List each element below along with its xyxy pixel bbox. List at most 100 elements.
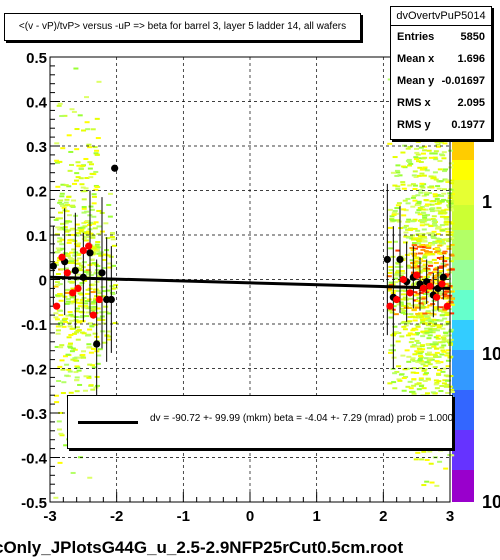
density-cell	[437, 290, 443, 293]
density-cell	[437, 341, 443, 344]
density-cell	[55, 325, 61, 328]
density-cell	[88, 306, 94, 309]
density-cell	[432, 328, 438, 331]
density-cell	[418, 367, 424, 370]
density-cell	[391, 305, 397, 308]
density-cell	[441, 350, 447, 353]
density-cell	[394, 207, 400, 210]
density-cell	[86, 298, 92, 301]
density-cell	[449, 199, 455, 202]
stats-value: 1.696	[457, 53, 485, 65]
density-cell	[400, 298, 406, 301]
density-cell	[401, 214, 407, 217]
density-cell	[76, 232, 82, 235]
density-cell	[424, 315, 430, 318]
density-cell	[434, 319, 440, 322]
density-cell	[422, 373, 428, 376]
data-point	[399, 275, 407, 284]
density-cell	[403, 375, 409, 378]
colorbar-label: 10	[482, 344, 500, 364]
density-cell	[91, 202, 97, 205]
density-cell	[401, 309, 407, 312]
data-point	[86, 249, 94, 257]
data-point	[406, 289, 414, 297]
density-cell	[74, 365, 80, 368]
density-cell	[96, 80, 102, 83]
density-cell	[90, 128, 96, 131]
density-cell	[93, 221, 99, 224]
density-cell	[442, 260, 448, 263]
density-cell	[59, 243, 65, 246]
data-point	[443, 302, 451, 310]
density-cell	[81, 198, 87, 201]
density-cell	[59, 222, 65, 225]
density-cell	[63, 444, 69, 447]
density-cell	[417, 352, 423, 355]
density-cell	[430, 209, 436, 212]
density-cell	[75, 366, 81, 369]
density-cell	[416, 200, 422, 203]
density-cell	[74, 326, 80, 329]
density-cell	[410, 262, 416, 265]
density-cell	[74, 310, 80, 313]
density-cell	[410, 357, 416, 360]
density-cell	[106, 338, 112, 341]
density-cell	[69, 163, 75, 166]
colorbar-band	[452, 205, 474, 230]
density-cell	[392, 240, 398, 243]
density-cell	[431, 215, 437, 218]
density-cell	[387, 289, 393, 292]
density-cell	[431, 309, 437, 312]
density-cell	[441, 265, 447, 268]
data-point	[439, 273, 447, 281]
density-cell	[423, 250, 429, 253]
density-cell	[401, 325, 407, 328]
density-cell	[412, 170, 418, 173]
density-cell	[444, 311, 450, 314]
density-cell	[72, 239, 78, 242]
density-cell	[410, 329, 416, 332]
density-cell	[91, 366, 97, 369]
density-cell	[407, 184, 413, 187]
density-cell	[80, 190, 86, 193]
density-cell	[416, 202, 422, 205]
density-cell	[425, 311, 431, 314]
density-cell	[443, 323, 449, 326]
density-cell	[394, 169, 400, 172]
density-cell	[442, 308, 448, 311]
density-cell	[407, 332, 413, 335]
density-cell	[75, 228, 81, 231]
density-cell	[77, 284, 83, 287]
density-cell	[109, 233, 115, 236]
density-cell	[90, 234, 96, 237]
density-cell	[433, 379, 439, 382]
colorbar-band	[452, 260, 474, 290]
density-cell	[407, 316, 413, 319]
density-cell	[425, 377, 431, 380]
density-cell	[421, 260, 427, 263]
density-cell	[402, 368, 408, 371]
density-cell	[414, 158, 420, 161]
density-cell	[449, 193, 455, 196]
density-cell	[440, 341, 446, 344]
data-point	[413, 271, 421, 279]
density-cell	[424, 361, 430, 364]
density-cell	[93, 170, 99, 173]
density-cell	[55, 226, 61, 229]
data-point	[111, 164, 119, 172]
density-cell	[418, 302, 424, 305]
density-cell	[407, 160, 413, 163]
density-cell	[88, 221, 94, 224]
density-cell	[386, 275, 392, 278]
density-cell	[424, 203, 430, 206]
density-cell	[414, 267, 420, 270]
density-cell	[410, 196, 416, 199]
density-cell	[416, 388, 422, 391]
density-cell	[424, 204, 430, 207]
density-cell	[417, 237, 423, 240]
density-cell	[430, 391, 436, 394]
density-cell	[401, 377, 407, 380]
y-tick-label: 0.5	[26, 50, 47, 67]
density-cell	[410, 234, 416, 237]
density-cell	[449, 222, 455, 225]
